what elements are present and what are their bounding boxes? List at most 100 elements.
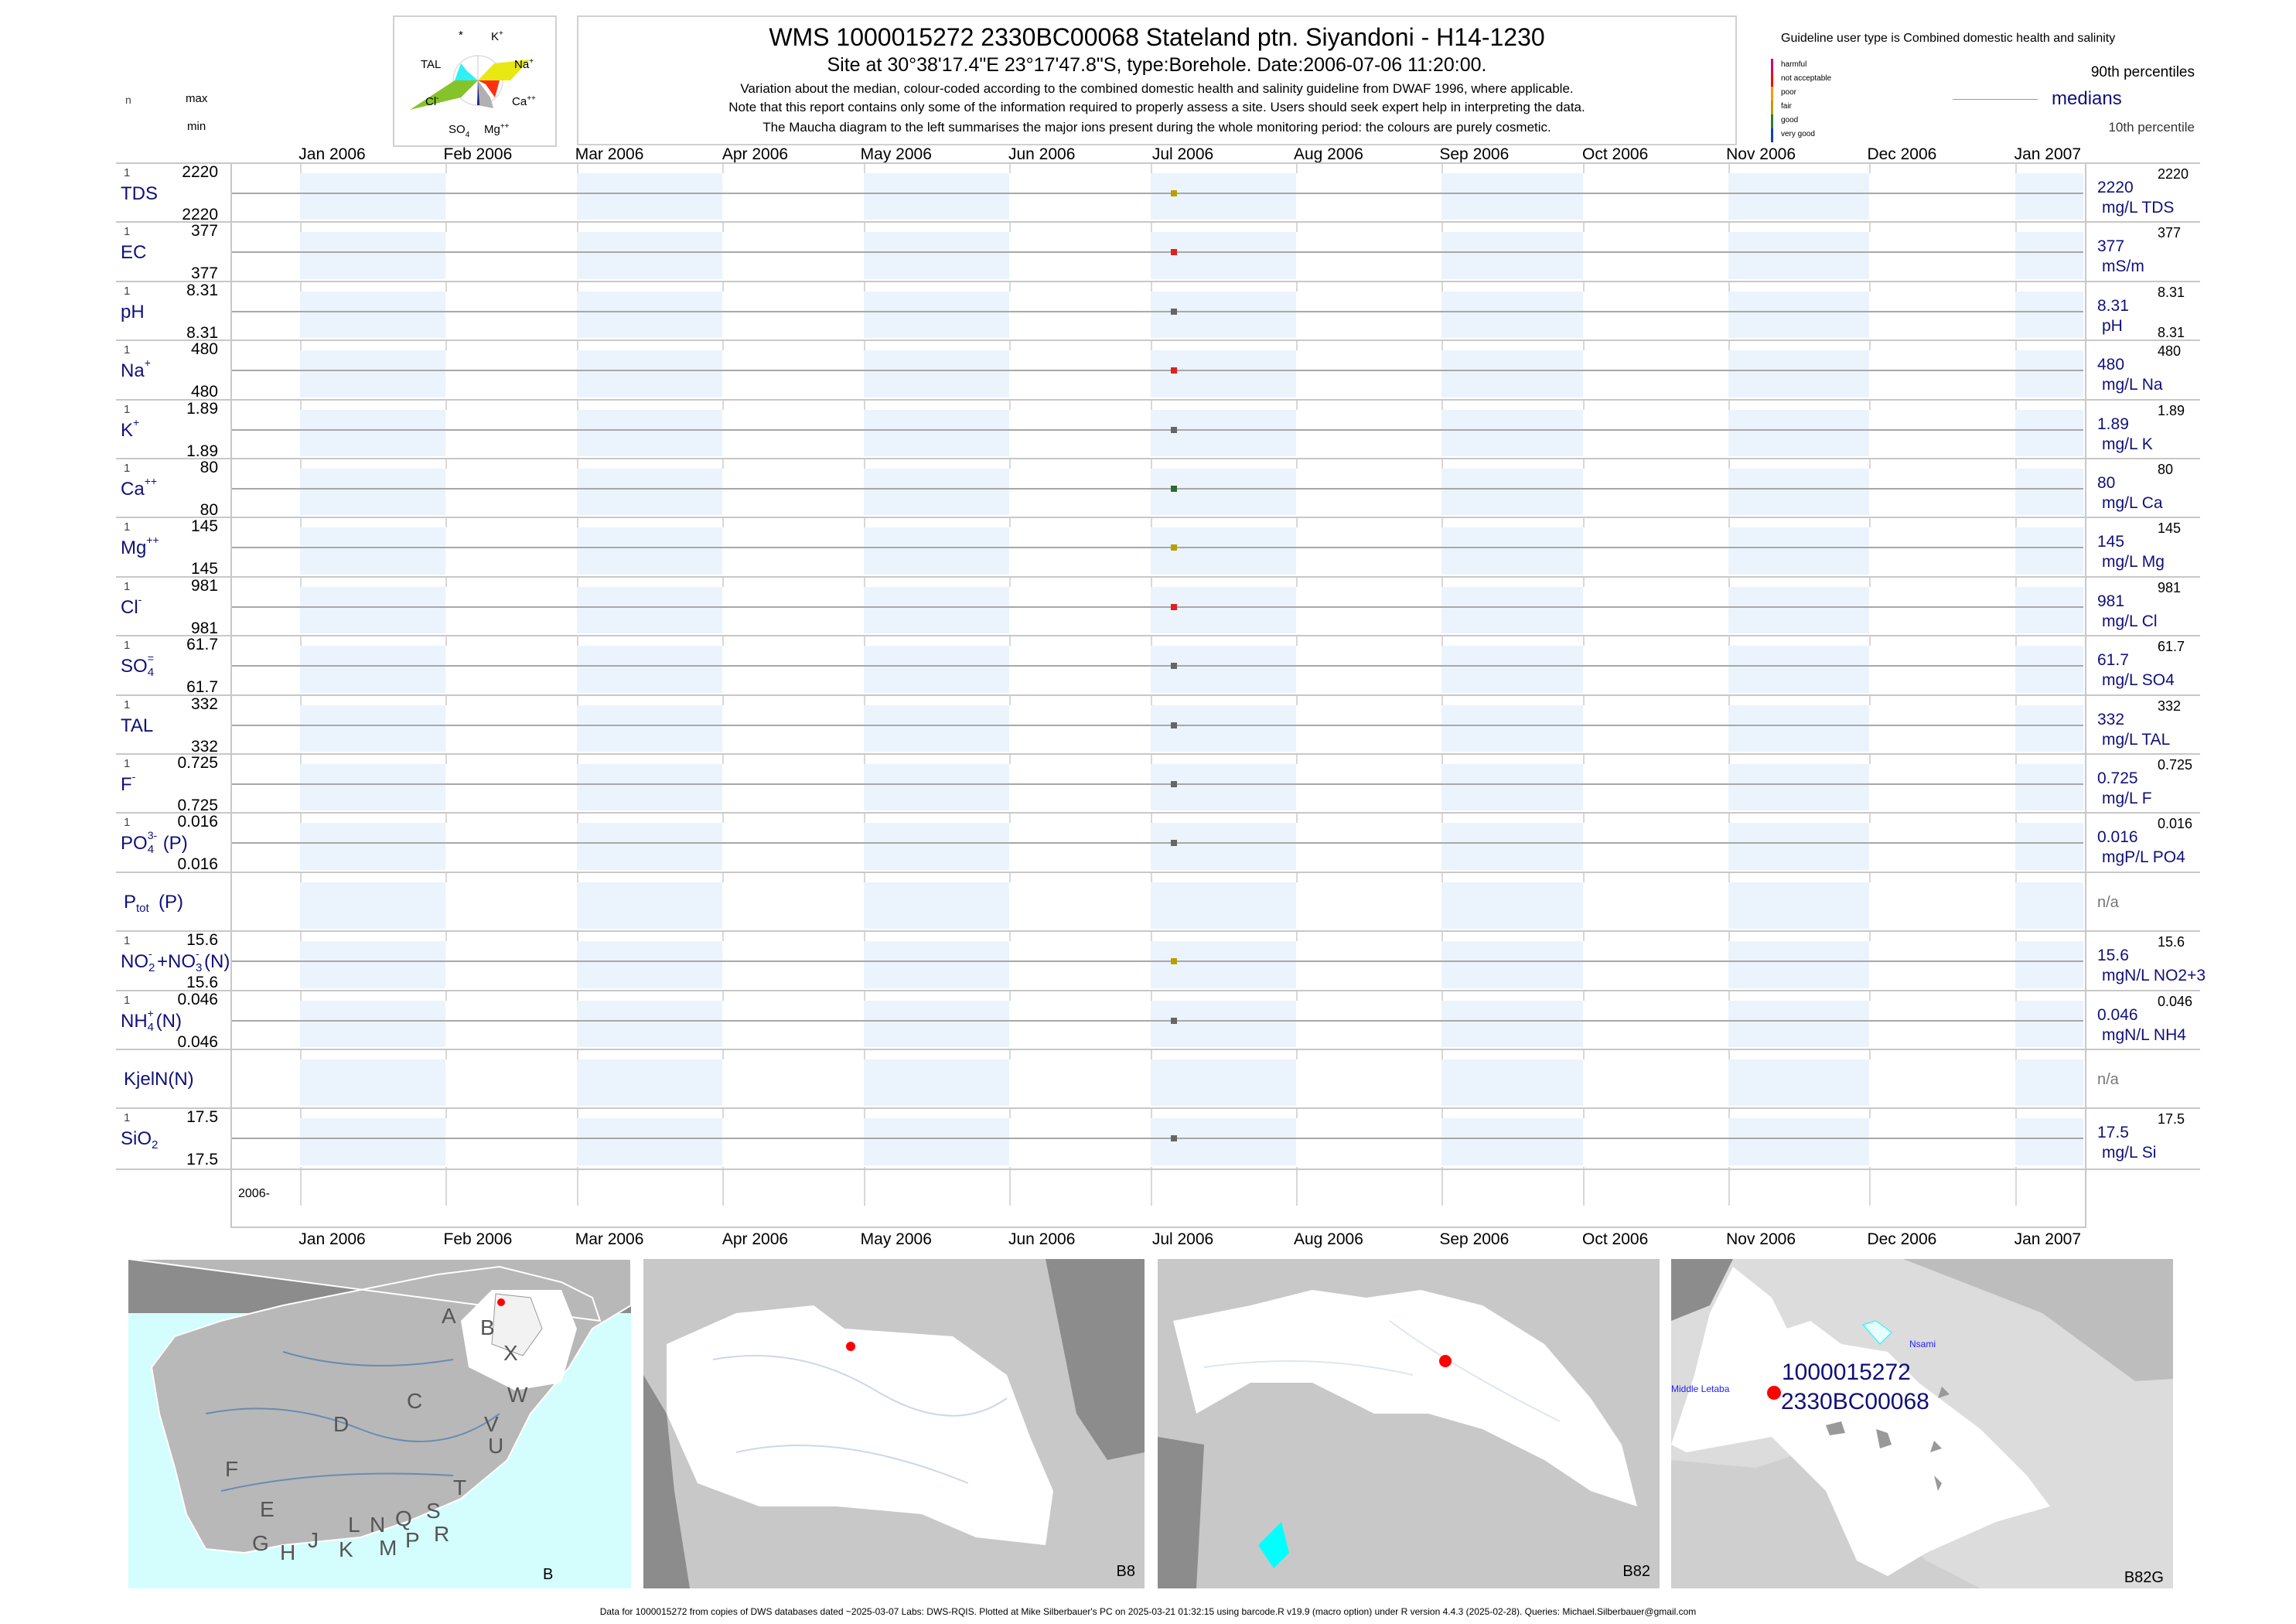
month-tick (1582, 753, 1585, 764)
parameter-row-po4: 1 0.016 0.016 PO 3- 4 (P) 0.016 mgP/L PO4 0.016 (116, 812, 2200, 872)
month-tick (1728, 812, 1731, 824)
month-tick (1869, 812, 1871, 824)
month-band (1441, 941, 1583, 988)
month-tick (445, 694, 447, 705)
month-tick (722, 989, 725, 1001)
month-band (863, 882, 1010, 930)
x-tick-label-bottom: Jun 2006 (1008, 1230, 1076, 1248)
median-na: n/a (2097, 893, 2119, 911)
month-tick (299, 1166, 302, 1206)
month-band (1150, 1000, 1296, 1047)
month-tick (1009, 221, 1012, 233)
month-tick (445, 1107, 447, 1119)
label-sup: - (196, 947, 200, 960)
month-band (863, 409, 1010, 456)
label-sup: 3- (147, 829, 158, 842)
header-n: n (125, 94, 131, 106)
month-tick (1869, 575, 1871, 587)
p90-value: 145 (2158, 520, 2182, 537)
month-band (863, 173, 1010, 220)
label-sup: = (147, 652, 154, 665)
month-tick (1582, 458, 1585, 469)
month-tick (1582, 989, 1585, 1001)
row-min: 480 (190, 383, 218, 401)
month-tick (722, 398, 725, 410)
sample-count: 1 (124, 757, 131, 770)
median-value: 981 (2097, 592, 2125, 610)
month-band (1441, 646, 1583, 693)
label-sup: ++ (146, 534, 159, 547)
month-tick (1441, 339, 1444, 351)
data-point (1170, 249, 1177, 256)
legend-guideline: Guideline user type is Combined domestic… (1781, 32, 2116, 45)
median-line (232, 960, 2083, 963)
unit-label: mg/L SO4 (2102, 671, 2175, 690)
region-label: H (280, 1540, 296, 1564)
parameter-row-na: 1 480 480 Na +480 mg/L Na 480 (116, 339, 2200, 400)
sample-count: 1 (124, 166, 131, 179)
month-tick (1295, 1166, 1298, 1206)
median-value: 0.725 (2097, 769, 2138, 787)
row-max: 332 (190, 694, 218, 713)
month-tick (1295, 517, 1298, 528)
month-band (299, 350, 445, 397)
month-tick (863, 930, 865, 942)
row-min: 80 (200, 501, 218, 519)
row-min: 15.6 (186, 974, 218, 992)
month-tick (2015, 517, 2017, 528)
parameter-label: SO = 4 (121, 653, 156, 678)
month-tick (1295, 812, 1298, 824)
month-tick (1150, 1107, 1152, 1119)
month-band (299, 941, 445, 988)
month-tick (863, 458, 865, 469)
month-band (1441, 1118, 1583, 1165)
month-tick (299, 517, 302, 528)
month-tick (445, 458, 447, 469)
row-max: 80 (200, 459, 218, 476)
x-tick-label-bottom: Feb 2006 (443, 1230, 513, 1248)
map-b82g-svg (1671, 1259, 2173, 1588)
label-text: Na (121, 360, 145, 382)
month-tick (1295, 871, 1298, 882)
parameter-label: pH (121, 302, 145, 322)
month-tick (1869, 1166, 1871, 1206)
parameter-label: KjelN(N) (124, 1070, 194, 1089)
month-tick (2015, 635, 2017, 647)
month-tick (1295, 339, 1298, 351)
month-tick (1441, 812, 1444, 824)
month-band (1441, 469, 1583, 516)
month-tick (1295, 694, 1298, 705)
month-tick (722, 1107, 725, 1119)
month-tick (1150, 339, 1152, 351)
month-band (577, 941, 723, 988)
month-band (1150, 586, 1296, 634)
month-tick (577, 221, 579, 233)
map-b82: B82 (1158, 1259, 1660, 1588)
x-tick-label-top: Dec 2006 (1867, 145, 1937, 163)
month-tick (2015, 1107, 2017, 1119)
row-max: 17.5 (186, 1108, 218, 1127)
month-band (1441, 350, 1583, 397)
month-band (577, 705, 723, 752)
maucha-tal-label: TAL (421, 58, 441, 71)
parameter-row-kjeln: KjelN(N) n/a (116, 1049, 2200, 1109)
month-band (299, 1118, 445, 1165)
month-tick (1582, 1107, 1585, 1119)
legend-color-bar (1771, 101, 1773, 114)
month-tick (299, 162, 302, 173)
label-text: NO (121, 951, 148, 973)
median-value: 1.89 (2097, 415, 2129, 433)
row-max: 2220 (182, 163, 218, 181)
maucha-mg (478, 80, 493, 108)
legend-p10: 10th percentile (2108, 120, 2195, 135)
month-tick (1009, 458, 1012, 469)
month-tick (2015, 812, 2017, 824)
parameter-row-so4: 1 61.7 61.7 SO = 4 61.7 mg/L SO4 61.7 (116, 635, 2200, 695)
month-tick (1441, 871, 1444, 882)
parameter-row-tal: 1 332 332 TAL 332 mg/L TAL 332 (116, 694, 2200, 755)
month-tick (722, 517, 725, 528)
legend-color-bar (1771, 59, 1773, 73)
month-band (863, 1000, 1010, 1047)
region-label: V (484, 1412, 499, 1436)
month-tick (1009, 517, 1012, 528)
